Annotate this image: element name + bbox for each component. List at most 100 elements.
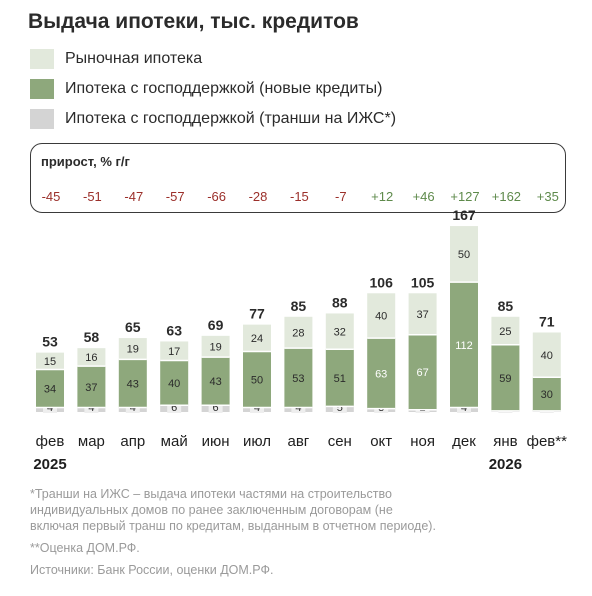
data-label: 25 xyxy=(499,326,511,338)
data-label: 15 xyxy=(44,356,56,368)
category-label: окт xyxy=(370,433,392,450)
bar-segment xyxy=(491,344,520,411)
data-label: 16 xyxy=(85,352,97,364)
data-label: 43 xyxy=(209,376,221,388)
category-label: авг xyxy=(288,433,310,450)
data-label: 6 xyxy=(213,402,219,414)
bar-segment xyxy=(77,348,106,367)
growth-value: +12 xyxy=(371,189,394,204)
growth-value: +162 xyxy=(491,189,522,204)
data-label: 40 xyxy=(168,378,180,390)
data-label: 43 xyxy=(127,378,139,390)
total-label: 65 xyxy=(125,319,141,335)
bar-segment xyxy=(408,334,437,410)
growth-value: -51 xyxy=(82,189,102,204)
legend-swatch-state-new xyxy=(30,79,54,99)
bar-segment xyxy=(160,360,189,406)
bar-segment xyxy=(243,324,271,352)
bar-segment xyxy=(450,282,478,408)
bar-segment xyxy=(284,348,313,408)
bar-segment xyxy=(160,341,189,361)
bar-segment xyxy=(450,226,478,283)
category-label: ноя xyxy=(410,433,435,450)
legend-label-state-new: Ипотека с господдержкой (новые кредиты) xyxy=(65,80,383,97)
footnote-line-1: *Транши на ИЖС – выдача ипотеки частями … xyxy=(30,487,392,501)
growth-value: -45 xyxy=(41,189,61,204)
category-label: май xyxy=(161,433,188,450)
growth-value: +127 xyxy=(450,189,480,204)
total-label: 69 xyxy=(208,317,224,333)
bar-segment xyxy=(367,293,396,339)
category-label: янв xyxy=(493,433,517,450)
growth-value: -7 xyxy=(335,189,347,204)
data-label: 50 xyxy=(251,375,263,387)
bar-segment xyxy=(201,335,230,358)
footnote-sources: Источники: Банк России, оценки ДОМ.РФ. xyxy=(30,563,274,577)
data-label: 37 xyxy=(85,382,97,394)
legend-item-izhs: Ипотека с господдержкой (транши на ИЖС*) xyxy=(30,104,396,134)
growth-value: +46 xyxy=(412,189,435,204)
growth-panel: прирост, % г/г -45 -51 -47 -57 -66 -28 -15 -7 +1… xyxy=(30,143,566,213)
data-label: 5 xyxy=(337,402,343,414)
total-label: 85 xyxy=(498,298,514,314)
legend-swatch-izhs xyxy=(30,109,54,129)
total-label: 105 xyxy=(411,274,435,290)
data-label: 112 xyxy=(455,340,473,352)
legend-item-market: Рыночная ипотека xyxy=(30,44,396,74)
growth-value: -47 xyxy=(124,189,144,204)
legend: Рыночная ипотека Ипотека с господдержкой… xyxy=(30,44,396,134)
footnote-line-3: включая первый транш по кредитам, выданн… xyxy=(30,519,436,533)
year-label: 2025 xyxy=(33,456,66,473)
data-label: 17 xyxy=(168,346,180,358)
bar-segment xyxy=(201,357,230,406)
bar-segment xyxy=(532,332,561,378)
category-label: фев xyxy=(36,433,65,450)
category-label: дек xyxy=(452,433,476,450)
total-label: 58 xyxy=(84,329,100,345)
footnote-line-2: индивидуальных домов по ранее заключенны… xyxy=(30,503,393,517)
bar-segment xyxy=(408,293,437,335)
bar-segment xyxy=(325,349,354,407)
category-label: мар xyxy=(78,433,105,450)
category-label: июл xyxy=(243,433,271,450)
data-label: 59 xyxy=(499,373,511,385)
data-label: 63 xyxy=(375,368,387,380)
bar-segment xyxy=(77,366,106,408)
year-label: 2026 xyxy=(489,456,522,473)
legend-item-state-new: Ипотека с господдержкой (новые кредиты) xyxy=(30,74,396,104)
footnote-line-4: **Оценка ДОМ.РФ. xyxy=(30,541,140,555)
legend-label-market: Рыночная ипотека xyxy=(65,50,203,67)
growth-value: -15 xyxy=(289,189,309,204)
bar-segment xyxy=(284,316,313,349)
bar-segment xyxy=(243,351,271,408)
bar-segment xyxy=(118,338,147,360)
bar-segment xyxy=(36,352,64,370)
data-label: 40 xyxy=(541,350,553,362)
growth-label: прирост, % г/г xyxy=(41,154,130,169)
data-label: 34 xyxy=(44,383,56,395)
total-label: 88 xyxy=(332,294,348,310)
data-label: 51 xyxy=(334,373,346,385)
data-label: 53 xyxy=(292,373,304,385)
bar-segment xyxy=(491,316,520,345)
data-label: 6 xyxy=(171,402,177,414)
data-label: 19 xyxy=(209,341,221,353)
growth-value: +35 xyxy=(536,189,559,204)
growth-value: -28 xyxy=(248,189,268,204)
category-label: фев** xyxy=(527,433,567,450)
data-label: 67 xyxy=(416,367,428,379)
data-label: 28 xyxy=(292,327,304,339)
total-label: 77 xyxy=(249,306,265,322)
chart-title: Выдача ипотеки, тыс. кредитов xyxy=(28,10,359,33)
legend-label-izhs: Ипотека с господдержкой (транши на ИЖС*) xyxy=(65,110,397,127)
growth-value: -57 xyxy=(165,189,185,204)
total-label: 167 xyxy=(452,207,476,223)
bar-segment xyxy=(118,359,147,408)
category-label: июн xyxy=(202,433,230,450)
data-label: 24 xyxy=(251,333,263,345)
category-label: сен xyxy=(328,433,352,450)
total-label: 53 xyxy=(42,334,58,350)
data-label: 30 xyxy=(541,389,553,401)
bar-segment xyxy=(532,377,561,411)
